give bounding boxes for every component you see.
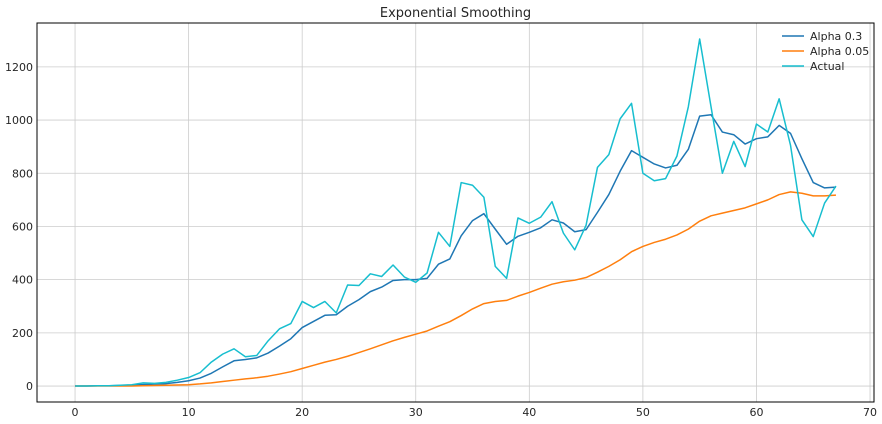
x-tick-label: 70 bbox=[863, 406, 877, 419]
y-tick-label: 1000 bbox=[5, 114, 33, 127]
legend: Alpha 0.3 Alpha 0.05 Actual bbox=[782, 30, 869, 73]
x-tick-label: 30 bbox=[409, 406, 423, 419]
series-line-alpha-0-05 bbox=[75, 191, 837, 387]
grid bbox=[37, 23, 874, 402]
series-line-actual bbox=[75, 38, 837, 387]
y-tick-label: 600 bbox=[12, 220, 33, 233]
legend-label: Actual bbox=[810, 60, 844, 73]
y-tick-label: 400 bbox=[12, 274, 33, 287]
y-tick-label: 800 bbox=[12, 167, 33, 180]
legend-label: Alpha 0.3 bbox=[810, 30, 862, 43]
x-tick-label: 50 bbox=[636, 406, 650, 419]
x-tick-label: 0 bbox=[72, 406, 79, 419]
legend-label: Alpha 0.05 bbox=[810, 45, 869, 58]
series-line-alpha-0-3 bbox=[75, 114, 837, 387]
tick-labels: 0 10 20 30 40 50 60 70 0 200 400 600 800 1000 1200 bbox=[5, 61, 877, 419]
chart-title: Exponential Smoothing bbox=[380, 6, 531, 21]
y-tick-label: 200 bbox=[12, 327, 33, 340]
plot-frame bbox=[36, 22, 875, 403]
x-tick-label: 10 bbox=[182, 406, 196, 419]
x-tick-label: 60 bbox=[749, 406, 763, 419]
y-tick-label: 1200 bbox=[5, 61, 33, 74]
series-group bbox=[75, 38, 837, 387]
y-tick-label: 0 bbox=[26, 380, 33, 393]
x-tick-label: 40 bbox=[522, 406, 536, 419]
x-tick-label: 20 bbox=[295, 406, 309, 419]
